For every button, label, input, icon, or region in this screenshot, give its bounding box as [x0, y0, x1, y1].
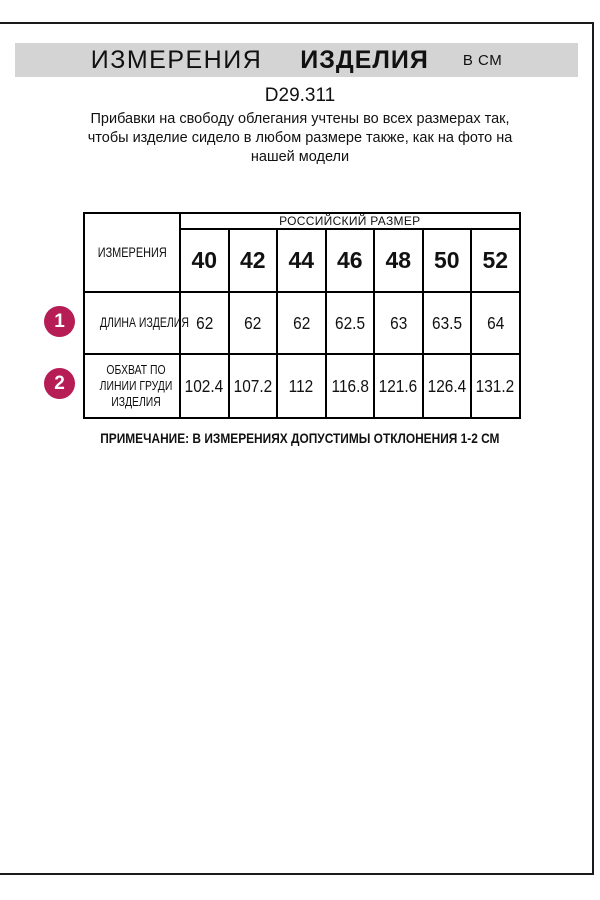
row-label-chest: ОБХВАТ ПО ЛИНИИ ГРУДИ ИЗДЕЛИЯ — [83, 353, 181, 419]
size-group-header: РОССИЙСКИЙ РАЗМЕР — [179, 212, 521, 230]
intro-paragraph: Прибавки на свободу облегания учтены во … — [0, 110, 600, 167]
length-value: 63 — [373, 291, 424, 355]
chest-value: 107.2 — [227, 353, 278, 419]
header-unit-label: В СМ — [462, 51, 503, 69]
row-label-length: ДЛИНА ИЗДЕЛИЯ — [83, 291, 189, 355]
table-row-length: ДЛИНА ИЗДЕЛИЯ 62 62 62 62.5 63 63.5 64 — [83, 291, 521, 355]
intro-line-3: нашей модели — [250, 149, 350, 165]
intro-line-2: чтобы изделие сидело в любом размере так… — [87, 130, 513, 146]
length-value: 62 — [276, 291, 327, 355]
size-table: ИЗМЕРЕНИЯ РОССИЙСКИЙ РАЗМЕР 40 42 44 46 … — [83, 212, 521, 419]
chest-value: 131.2 — [470, 353, 521, 419]
note-line: ПРИМЕЧАНИЕ: В ИЗМЕРЕНИЯХ ДОПУСТИМЫ ОТКЛО… — [0, 430, 600, 448]
chest-value: 102.4 — [179, 353, 230, 419]
table-corner-cell: ИЗМЕРЕНИЯ — [83, 212, 181, 293]
header-bar: ИЗМЕРЕНИЯ ИЗДЕЛИЯ В СМ — [15, 43, 578, 77]
intro-line-1: Прибавки на свободу облегания учтены во … — [90, 111, 510, 127]
table-row-size-group: ИЗМЕРЕНИЯ РОССИЙСКИЙ РАЗМЕР — [83, 212, 521, 293]
size-header: 40 — [179, 228, 230, 293]
row-number-badge-1: 1 — [44, 306, 75, 337]
size-header: 48 — [373, 228, 424, 293]
size-header: 50 — [421, 228, 472, 293]
header-title-measurements: ИЗМЕРЕНИЯ — [90, 45, 263, 74]
size-header: 44 — [276, 228, 327, 293]
row-number-badge-2: 2 — [44, 368, 75, 399]
size-header: 46 — [324, 228, 375, 293]
chest-value: 126.4 — [421, 353, 472, 419]
table-row-chest: ОБХВАТ ПО ЛИНИИ ГРУДИ ИЗДЕЛИЯ 102.4 107.… — [83, 353, 521, 419]
length-value: 62 — [227, 291, 278, 355]
length-value: 62.5 — [324, 291, 375, 355]
length-value: 64 — [470, 291, 521, 355]
table-corner-label: ИЗМЕРЕНИЯ — [97, 243, 167, 260]
chest-value: 112 — [276, 353, 327, 419]
product-code: D29.311 — [264, 85, 336, 106]
header-title-product: ИЗДЕЛИЯ — [300, 45, 429, 74]
length-value: 63.5 — [421, 291, 472, 355]
chest-value: 116.8 — [324, 353, 375, 419]
table-row-sizes: 40 42 44 46 48 50 52 — [84, 228, 521, 293]
chest-value: 121.6 — [373, 353, 424, 419]
page-frame — [0, 22, 594, 875]
note-text: ПРИМЕЧАНИЕ: В ИЗМЕРЕНИЯХ ДОПУСТИМЫ ОТКЛО… — [100, 430, 500, 446]
size-header: 42 — [227, 228, 278, 293]
size-header: 52 — [470, 228, 521, 293]
